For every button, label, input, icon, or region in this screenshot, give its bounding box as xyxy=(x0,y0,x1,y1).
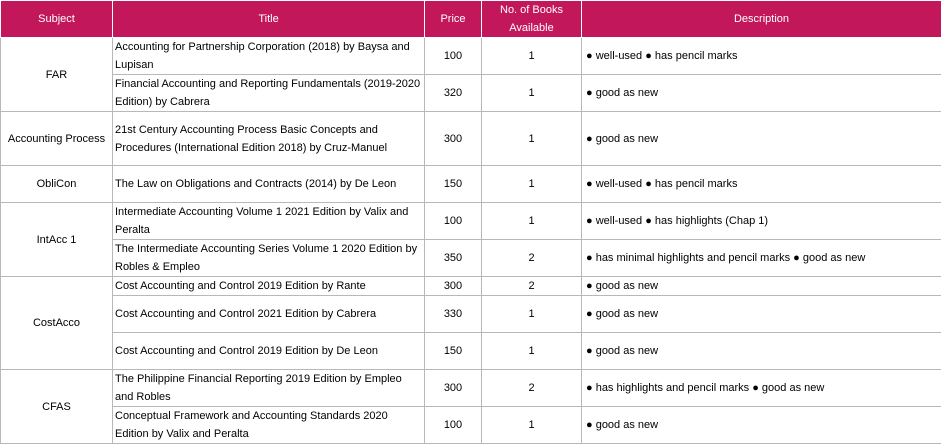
price-cell: 100 xyxy=(425,203,482,240)
title-cell: Financial Accounting and Reporting Funda… xyxy=(113,75,425,112)
price-cell: 350 xyxy=(425,240,482,277)
title-cell: The Intermediate Accounting Series Volum… xyxy=(113,240,425,277)
qty-cell: 2 xyxy=(482,370,582,407)
description-cell: ● good as new xyxy=(582,75,941,112)
qty-cell: 1 xyxy=(482,38,582,75)
subject-cell-intacc-1: IntAcc 1 xyxy=(1,203,113,277)
description-cell: ● good as new xyxy=(582,407,941,444)
header-books-available: No. of Books Available xyxy=(482,1,582,38)
qty-cell: 1 xyxy=(482,203,582,240)
price-cell: 100 xyxy=(425,38,482,75)
table-row: FAR Accounting for Partnership Corporati… xyxy=(1,38,941,75)
table-row: CostAcco Cost Accounting and Control 201… xyxy=(1,277,941,296)
title-cell: Conceptual Framework and Accounting Stan… xyxy=(113,407,425,444)
table-row: Financial Accounting and Reporting Funda… xyxy=(1,75,941,112)
description-cell: ● well-used ● has pencil marks xyxy=(582,166,941,203)
description-cell: ● good as new xyxy=(582,277,941,296)
qty-cell: 1 xyxy=(482,333,582,370)
description-cell: ● good as new xyxy=(582,112,941,166)
title-cell: Cost Accounting and Control 2019 Edition… xyxy=(113,333,425,370)
qty-cell: 1 xyxy=(482,112,582,166)
subject-cell-costacco: CostAcco xyxy=(1,277,113,370)
price-cell: 300 xyxy=(425,277,482,296)
table-row: IntAcc 1 Intermediate Accounting Volume … xyxy=(1,203,941,240)
title-cell: The Law on Obligations and Contracts (20… xyxy=(113,166,425,203)
price-cell: 150 xyxy=(425,166,482,203)
description-cell: ● well-used ● has pencil marks xyxy=(582,38,941,75)
table-row: Conceptual Framework and Accounting Stan… xyxy=(1,407,941,444)
title-cell: The Philippine Financial Reporting 2019 … xyxy=(113,370,425,407)
description-cell: ● has minimal highlights and pencil mark… xyxy=(582,240,941,277)
price-cell: 330 xyxy=(425,296,482,333)
header-title: Title xyxy=(113,1,425,38)
qty-cell: 1 xyxy=(482,296,582,333)
header-description: Description xyxy=(582,1,941,38)
table-row: Accounting Process 21st Century Accounti… xyxy=(1,112,941,166)
price-cell: 150 xyxy=(425,333,482,370)
price-cell: 300 xyxy=(425,112,482,166)
subject-cell-accounting-process: Accounting Process xyxy=(1,112,113,166)
qty-cell: 1 xyxy=(482,166,582,203)
price-cell: 100 xyxy=(425,407,482,444)
subject-cell-oblicon: ObliCon xyxy=(1,166,113,203)
table-row: CFAS The Philippine Financial Reporting … xyxy=(1,370,941,407)
header-subject: Subject xyxy=(1,1,113,38)
qty-cell: 1 xyxy=(482,75,582,112)
price-cell: 300 xyxy=(425,370,482,407)
title-cell: Accounting for Partnership Corporation (… xyxy=(113,38,425,75)
title-cell: Cost Accounting and Control 2021 Edition… xyxy=(113,296,425,333)
qty-cell: 2 xyxy=(482,277,582,296)
description-cell: ● good as new xyxy=(582,333,941,370)
header-row: Subject Title Price No. of Books Availab… xyxy=(1,1,941,38)
description-cell: ● good as new xyxy=(582,296,941,333)
subject-cell-far: FAR xyxy=(1,38,113,112)
description-cell: ● has highlights and pencil marks ● good… xyxy=(582,370,941,407)
header-price: Price xyxy=(425,1,482,38)
title-cell: Intermediate Accounting Volume 1 2021 Ed… xyxy=(113,203,425,240)
table-row: The Intermediate Accounting Series Volum… xyxy=(1,240,941,277)
qty-cell: 1 xyxy=(482,407,582,444)
table-row: Cost Accounting and Control 2019 Edition… xyxy=(1,333,941,370)
description-cell: ● well-used ● has highlights (Chap 1) xyxy=(582,203,941,240)
subject-cell-cfas: CFAS xyxy=(1,370,113,444)
qty-cell: 2 xyxy=(482,240,582,277)
title-cell: Cost Accounting and Control 2019 Edition… xyxy=(113,277,425,296)
table-row: Cost Accounting and Control 2021 Edition… xyxy=(1,296,941,333)
table-row: ObliCon The Law on Obligations and Contr… xyxy=(1,166,941,203)
price-cell: 320 xyxy=(425,75,482,112)
title-cell: 21st Century Accounting Process Basic Co… xyxy=(113,112,425,166)
